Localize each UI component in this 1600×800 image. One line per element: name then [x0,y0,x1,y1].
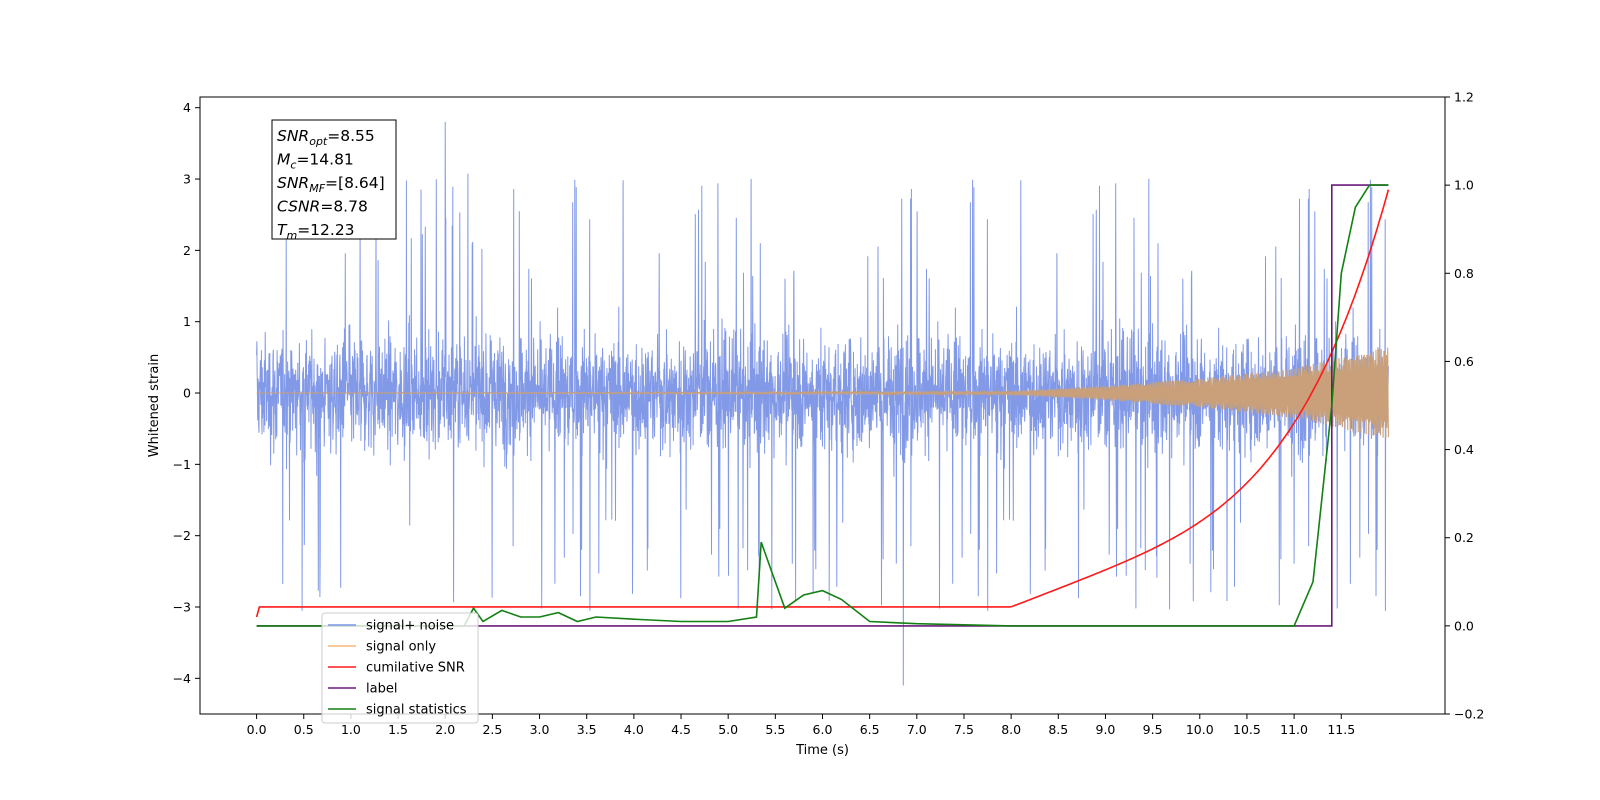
x-tick-label: 2.5 [482,722,502,737]
y-axis-right: 1.2 1.0 0.8 0.6 0.4 0.2 0.0 −0.2 [1445,90,1484,722]
right-axis-series [255,184,1390,627]
cumulative-snr-line [255,189,1390,618]
info-line: Tm=12.23 [277,221,355,242]
x-tick-label: 1.0 [341,722,361,737]
legend-entry: label [366,682,397,697]
y-right-tick-label: 0.4 [1454,442,1474,457]
legend-entry: signal statistics [366,703,467,718]
x-tick-label: 9.5 [1143,722,1163,737]
x-tick-label: 8.5 [1048,722,1068,737]
x-axis: 0.0 0.5 1.0 1.5 2.0 2.5 3.0 3.5 4.0 4.5 5.0 5.5 6.0 6… [247,714,1355,737]
x-tick-label: 0.0 [247,722,267,737]
x-tick-label: 4.5 [671,722,691,737]
y-left-tick-label: −4 [173,671,191,686]
x-tick-label: 11.0 [1280,722,1308,737]
x-tick-label: 6.5 [860,722,880,737]
info-line: Mc=14.81 [277,151,354,172]
y-right-tick-label: 0.8 [1454,266,1474,281]
y-right-tick-label: 1.0 [1454,178,1474,193]
y-right-tick-label: −0.2 [1454,707,1484,722]
x-axis-label: Time (s) [795,743,849,758]
info-line: SNRopt=8.55 [277,127,375,148]
y-left-tick-label: 4 [183,100,191,115]
y-right-tick-label: 0.2 [1454,530,1474,545]
x-tick-label: 5.5 [765,722,785,737]
y-left-tick-label: −3 [173,600,191,615]
x-tick-label: 5.0 [718,722,738,737]
legend: signal+ noise signal only cumilative SNR la… [321,612,479,724]
y-left-tick-label: −1 [173,457,191,472]
y-right-tick-label: 0.6 [1454,354,1474,369]
x-tick-label: 3.0 [530,722,550,737]
x-tick-label: 4.0 [624,722,644,737]
info-box-frame [271,119,397,240]
x-tick-label: 1.5 [388,722,408,737]
y-left-tick-label: 3 [183,172,191,187]
y-right-tick-label: 0.0 [1454,618,1474,633]
y-left-tick-label: 0 [183,386,191,401]
signal-statistics-line [256,184,1389,627]
info-line: CSNR=8.78 [277,198,368,216]
x-tick-label: 6.0 [813,722,833,737]
y-left-tick-label: −2 [173,528,191,543]
y-left-tick-label: 2 [183,243,191,258]
signal-only-series [256,347,1389,439]
info-line: SNRMF=[8.64] [277,174,385,195]
legend-frame [321,612,479,724]
x-tick-label: 9.0 [1096,722,1116,737]
x-tick-label: 7.0 [907,722,927,737]
x-tick-label: 10.0 [1186,722,1214,737]
legend-entry: cumilative SNR [366,661,465,676]
signal-only-line [256,347,1389,439]
x-tick-label: 8.0 [1001,722,1021,737]
x-tick-label: 3.5 [577,722,597,737]
legend-entry: signal+ noise [366,619,454,634]
x-tick-label: 2.0 [435,722,455,737]
y-right-tick-label: 1.2 [1454,90,1474,105]
y-axis-left: 4 3 2 1 0 −1 −2 −3 −4 [173,100,200,686]
legend-entry: signal only [366,640,436,655]
x-tick-label: 0.5 [294,722,314,737]
y-left-tick-label: 1 [183,314,191,329]
y-axis-label: Whitened strain [147,354,162,457]
x-tick-label: 10.5 [1233,722,1261,737]
x-tick-label: 7.5 [954,722,974,737]
x-tick-label: 11.5 [1327,722,1355,737]
